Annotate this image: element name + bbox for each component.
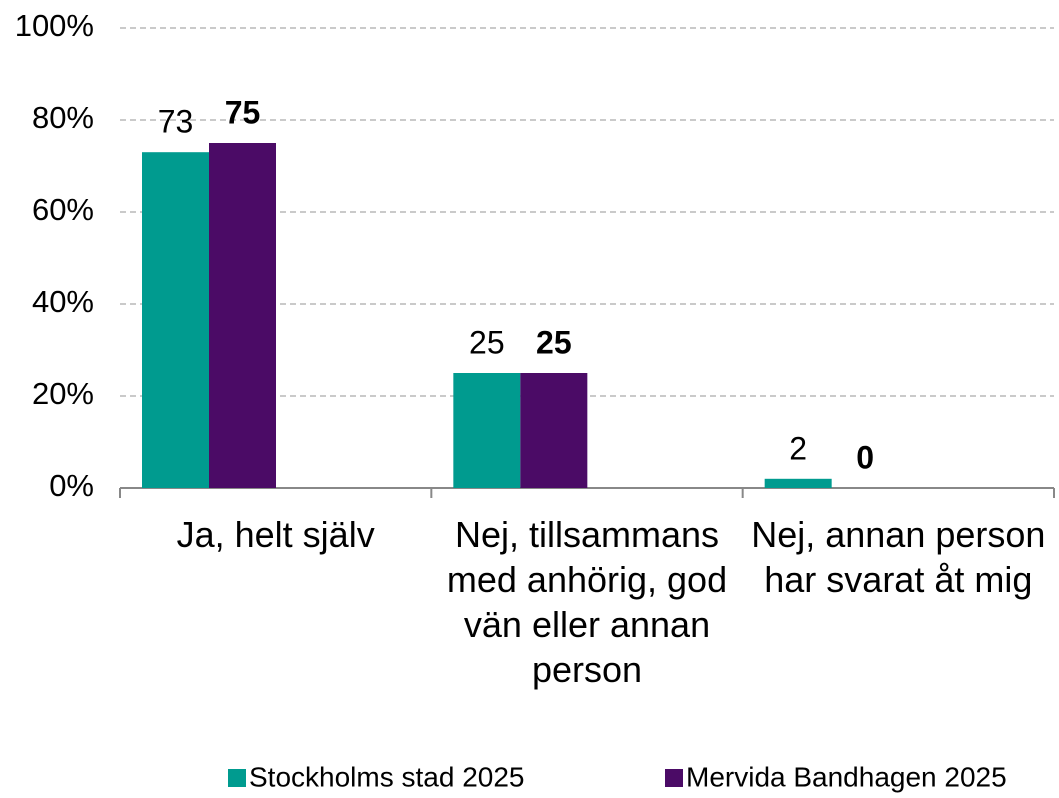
legend-label: Stockholms stad 2025 [249,761,525,792]
data-label: 25 [536,324,572,360]
data-label: 73 [158,104,194,140]
data-label: 2 [789,430,807,466]
data-label: 75 [225,94,261,130]
bar [453,373,521,488]
y-tick-label: 100% [15,8,94,43]
bar [520,373,588,488]
y-tick-label: 0% [49,468,94,503]
bar [209,143,276,488]
bar [142,152,209,488]
x-tick-label: Nej, tillsammans med anhörig, god vän el… [446,514,728,690]
legend-swatch [665,769,683,787]
data-label: 0 [856,439,874,475]
x-tick-label: Ja, helt själv [176,514,375,555]
legend-label: Mervida Bandhagen 2025 [686,761,1007,792]
data-label: 25 [469,324,505,360]
y-tick-label: 40% [32,284,94,319]
y-tick-label: 20% [32,376,94,411]
y-tick-label: 80% [32,100,94,135]
x-tick-label: Nej, annan person har svarat åt mig [751,514,1046,600]
bar [764,478,832,488]
legend-swatch [228,769,246,787]
y-tick-label: 60% [32,192,94,227]
